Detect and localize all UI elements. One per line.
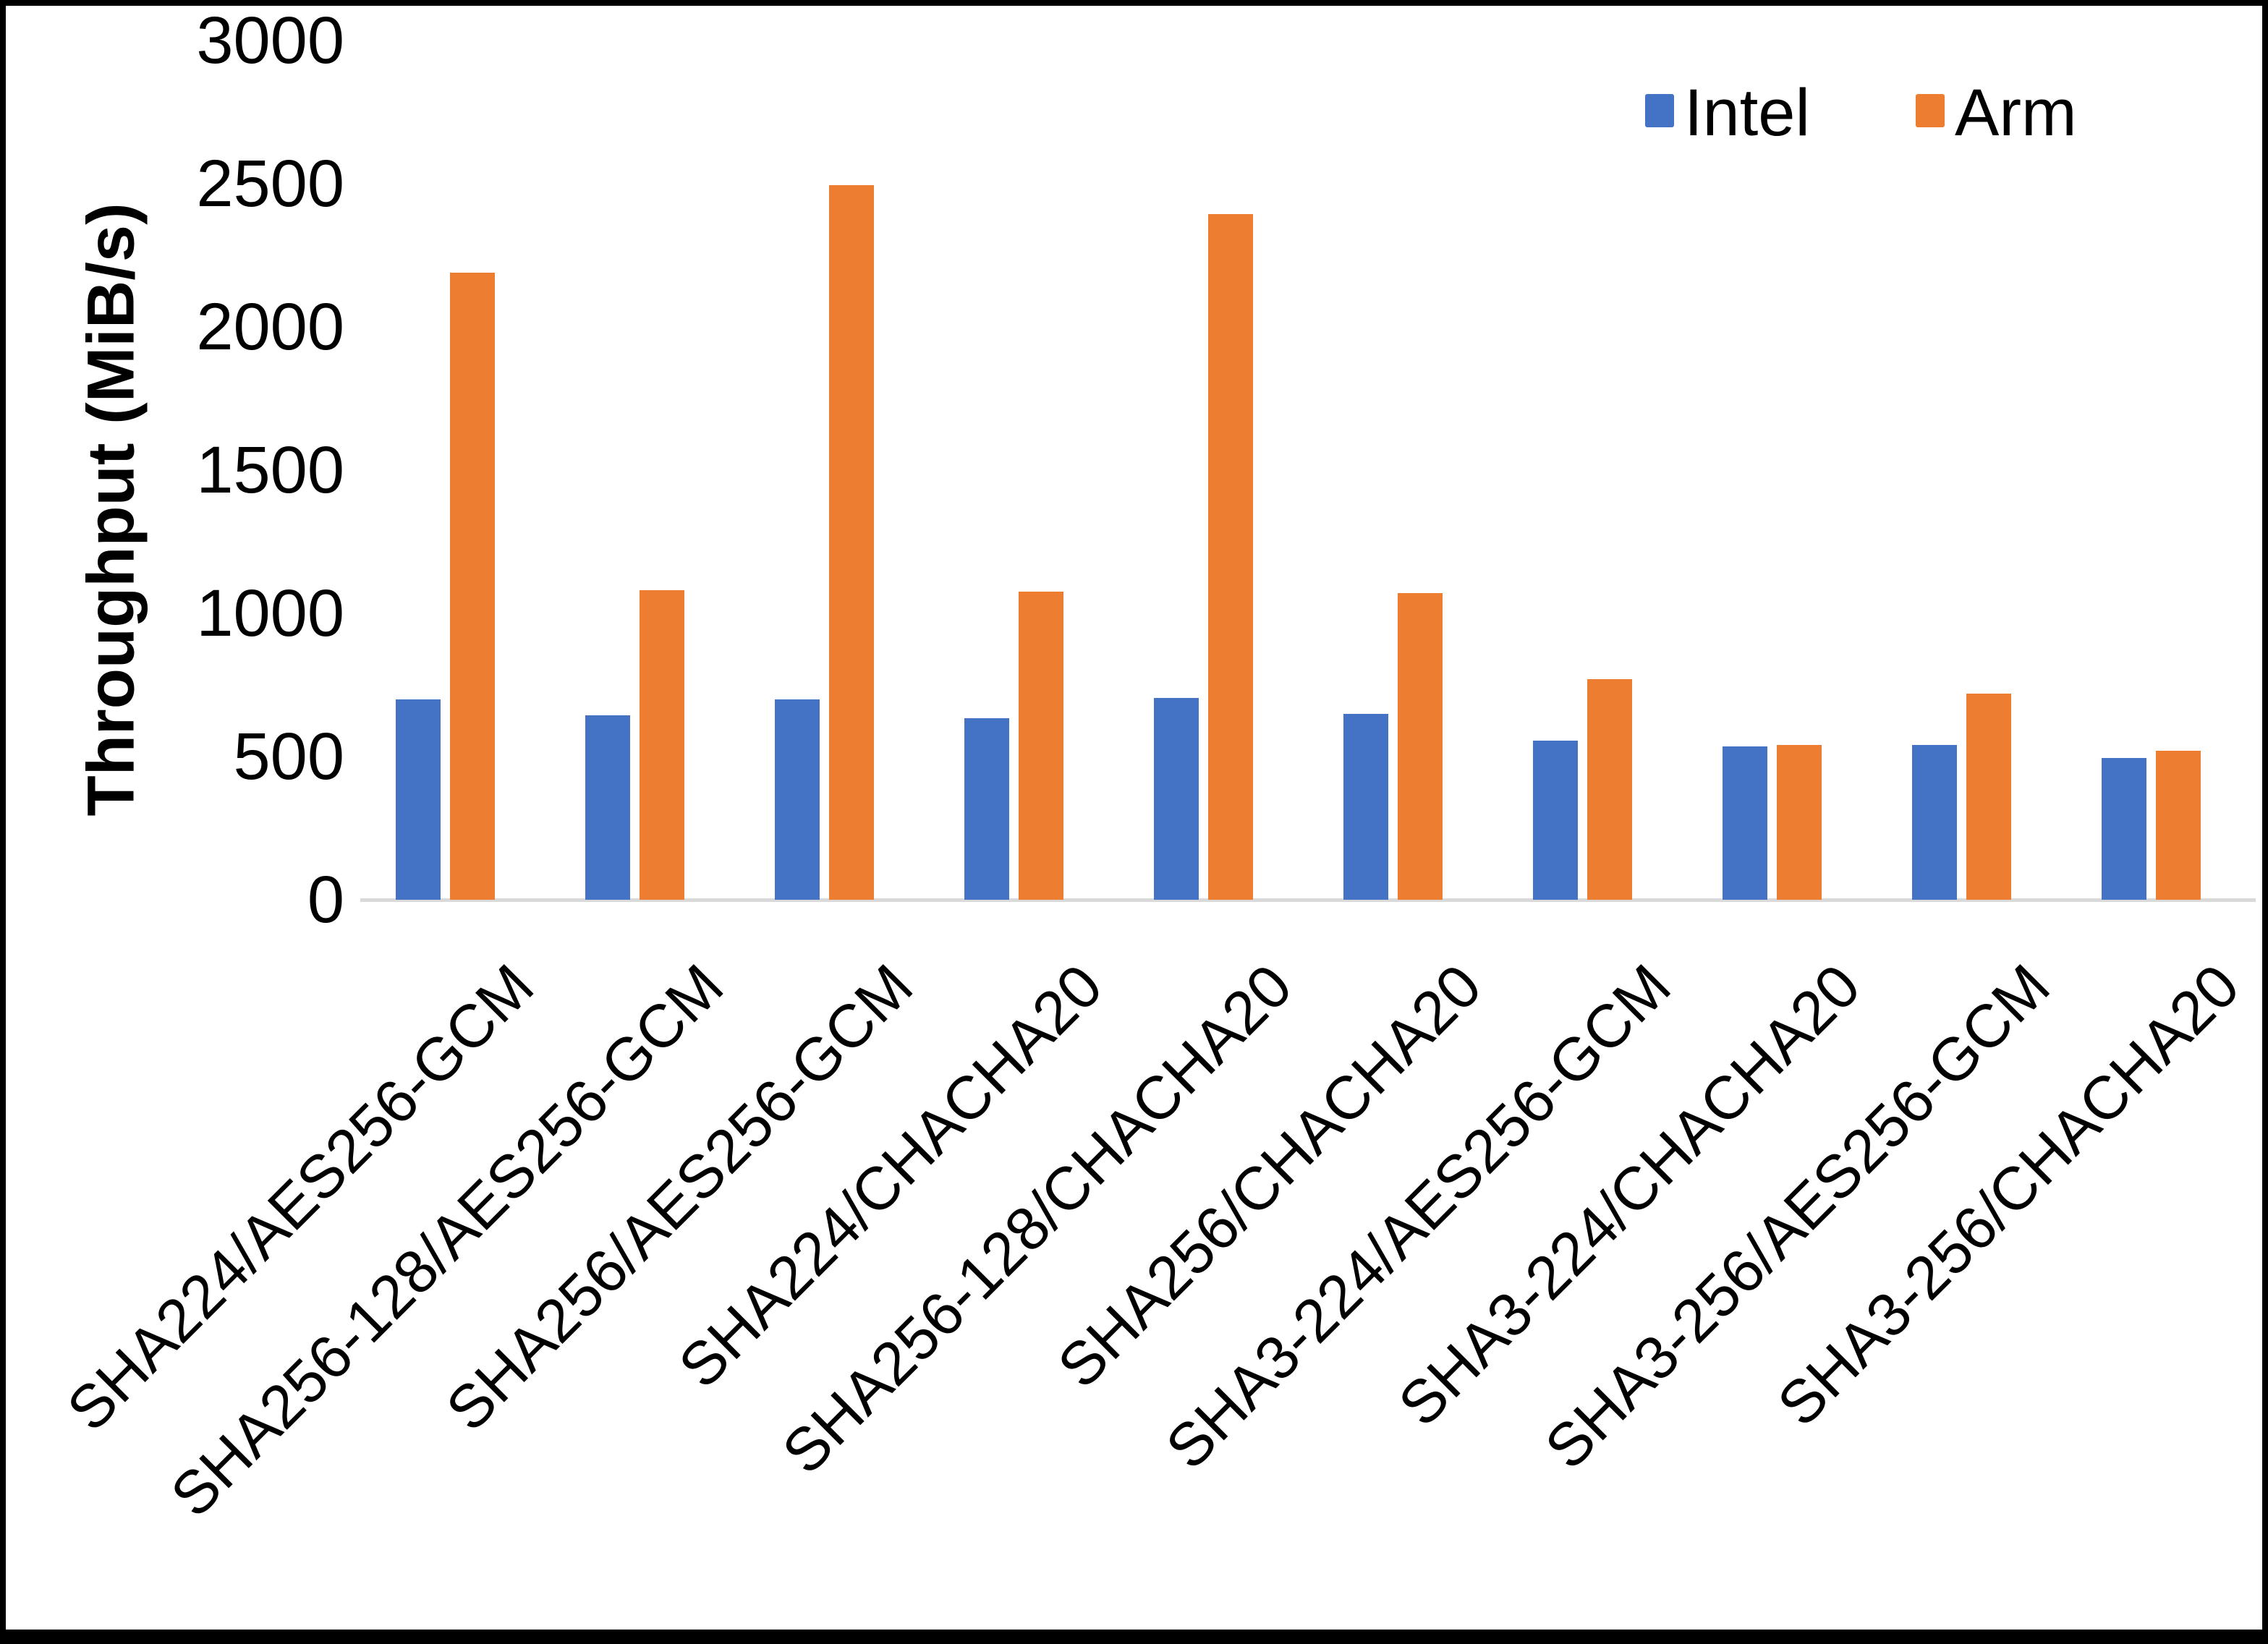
bar-arm-4 — [1208, 213, 1253, 900]
y-tick-label-2500: 2500 — [196, 147, 344, 221]
bar-intel-8 — [1912, 745, 1957, 900]
bar-arm-2 — [829, 184, 874, 900]
y-tick-label-1500: 1500 — [196, 433, 344, 507]
bar-arm-9 — [2156, 751, 2201, 900]
bar-intel-4 — [1154, 697, 1199, 900]
bar-arm-5 — [1398, 593, 1443, 900]
bar-intel-2 — [775, 699, 820, 900]
bar-intel-3 — [964, 717, 1009, 900]
bar-arm-0 — [450, 272, 495, 900]
bar-arm-1 — [640, 590, 684, 900]
bar-arm-3 — [1019, 592, 1063, 900]
y-tick-label-2000: 2000 — [196, 290, 344, 364]
bar-intel-6 — [1533, 741, 1578, 900]
bar-intel-9 — [2102, 757, 2146, 900]
legend-intel-swatch — [1645, 94, 1674, 127]
bar-intel-0 — [396, 699, 441, 900]
y-tick-label-1000: 1000 — [196, 576, 344, 650]
bar-arm-6 — [1587, 679, 1632, 900]
y-tick-label-500: 500 — [233, 720, 345, 793]
y-tick-label-0: 0 — [307, 863, 344, 937]
bar-arm-8 — [1966, 693, 2011, 900]
bar-intel-1 — [585, 715, 630, 900]
bar-intel-7 — [1723, 746, 1767, 900]
bar-arm-7 — [1777, 745, 1822, 900]
y-tick-label-3000: 3000 — [196, 4, 344, 77]
legend-arm-label: Arm — [1955, 76, 2077, 150]
legend-arm-swatch — [1916, 94, 1945, 127]
x-axis-line — [360, 898, 2256, 902]
legend-intel-label: Intel — [1684, 76, 1810, 150]
bar-intel-5 — [1343, 713, 1388, 900]
